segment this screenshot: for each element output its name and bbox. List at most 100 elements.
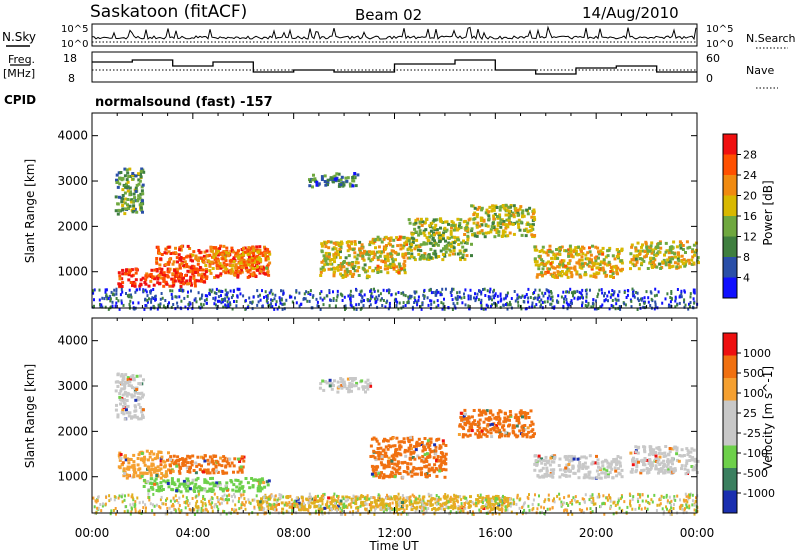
echo-cell <box>170 461 174 465</box>
echo-cell <box>350 262 354 266</box>
echo-cell <box>456 301 459 305</box>
echo-cell <box>427 467 431 471</box>
echo-cell <box>395 270 399 273</box>
echo-cell <box>329 240 333 244</box>
echo-cell <box>517 304 520 308</box>
echo-cell <box>692 261 696 265</box>
echo-cell <box>658 455 662 459</box>
echo-cell <box>487 217 491 221</box>
echo-cell <box>603 471 607 475</box>
echo-cell <box>178 246 182 250</box>
echo-cell <box>238 468 242 472</box>
echo-cell <box>532 210 536 214</box>
echo-cell <box>139 169 143 173</box>
echo-cell <box>379 502 383 506</box>
echo-cell <box>330 382 334 386</box>
echo-cell <box>216 266 220 270</box>
echo-cell <box>277 502 280 506</box>
echo-cell <box>118 176 122 180</box>
echo-cell <box>262 271 266 275</box>
echo-cell <box>170 277 174 281</box>
echo-cell <box>127 175 131 178</box>
echo-cell <box>437 255 441 258</box>
echo-cell <box>136 398 140 402</box>
echo-cell <box>370 437 374 441</box>
echo-cell <box>382 473 386 477</box>
echo-cell <box>463 408 467 412</box>
echo-cell <box>509 413 513 417</box>
echo-cell <box>397 307 400 311</box>
echo-cell <box>596 246 600 250</box>
echo-cell <box>350 379 354 383</box>
echo-cell <box>634 247 638 251</box>
echo-cell <box>368 243 372 247</box>
echo-cell <box>654 464 658 468</box>
echo-cell <box>121 461 125 465</box>
echo-cell <box>653 307 656 311</box>
echo-cell <box>321 298 324 302</box>
echo-cell <box>154 294 157 298</box>
echo-cell <box>243 246 247 250</box>
echo-cell <box>126 381 130 384</box>
echo-cell <box>444 250 448 254</box>
echo-cell <box>198 250 202 254</box>
echo-cell <box>496 426 500 430</box>
echo-cell <box>575 270 579 274</box>
echo-cell <box>395 436 399 440</box>
echo-cell <box>205 489 209 493</box>
echo-cell <box>240 268 243 272</box>
echo-cell <box>422 501 426 505</box>
echo-cell <box>372 241 376 245</box>
echo-cell <box>383 463 387 467</box>
echo-cell <box>482 288 484 291</box>
echo-cell <box>210 490 214 493</box>
echo-cell <box>514 299 517 303</box>
echo-cell <box>349 377 352 380</box>
echo-cell <box>593 256 597 260</box>
echo-cell <box>680 292 683 296</box>
echo-cell <box>312 294 315 298</box>
echo-cell <box>139 172 142 176</box>
echo-cell <box>355 303 358 307</box>
echo-cell <box>486 501 489 505</box>
echo-cell <box>117 195 121 199</box>
velocity-echoes <box>92 372 700 516</box>
echo-cell <box>616 467 620 471</box>
echo-cell <box>244 307 247 311</box>
echo-cell <box>377 289 380 293</box>
echo-cell <box>340 383 344 387</box>
echo-cell <box>275 300 278 304</box>
echo-cell <box>502 220 506 223</box>
echo-cell <box>319 270 323 274</box>
echo-cell <box>463 241 467 245</box>
echo-cell <box>447 222 450 226</box>
echo-cell <box>196 455 200 459</box>
echo-cell <box>155 261 159 265</box>
echo-cell <box>159 476 163 480</box>
echo-cell <box>380 240 384 244</box>
echo-cell <box>569 287 572 291</box>
colorbar-tick-label: 12 <box>743 231 757 244</box>
echo-cell <box>478 496 482 500</box>
echo-cell <box>505 208 509 212</box>
echo-cell <box>154 298 157 302</box>
echo-cell <box>194 254 198 258</box>
echo-cell <box>211 288 214 292</box>
echo-cell <box>379 498 383 502</box>
echo-cell <box>336 495 340 498</box>
echo-cell <box>557 464 561 467</box>
echo-cell <box>164 470 168 474</box>
echo-cell <box>160 488 163 492</box>
echo-cell <box>356 269 359 273</box>
echo-cell <box>508 209 512 213</box>
echo-cell <box>127 271 131 275</box>
echo-cell <box>235 300 238 303</box>
echo-cell <box>540 468 543 472</box>
echo-cell <box>264 258 268 262</box>
echo-cell <box>629 267 632 271</box>
echo-cell <box>347 388 351 392</box>
echo-cell <box>148 455 152 459</box>
echo-cell <box>127 207 130 210</box>
echo-cell <box>138 196 142 200</box>
echo-cell <box>240 258 244 262</box>
